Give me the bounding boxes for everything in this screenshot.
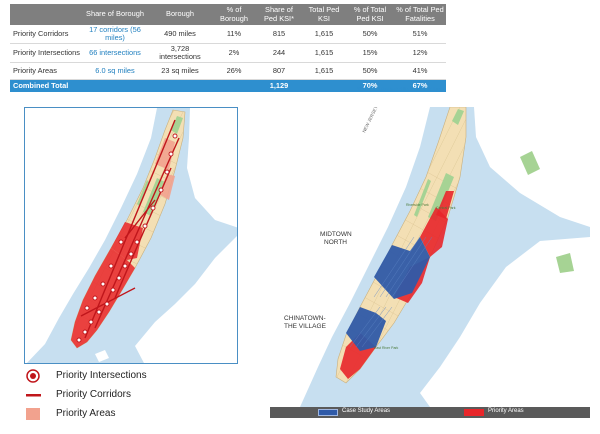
share-cell[interactable]: 6.0 sq miles (82, 62, 148, 80)
pct-fatal-cell: 41% (394, 62, 446, 80)
header-share-of-borough: Share of Borough (82, 4, 148, 25)
table-row: Priority Corridors 17 corridors (56 mile… (10, 25, 446, 44)
queens-park (556, 253, 574, 273)
village-label: THE VILLAGE (284, 323, 327, 330)
total-pct-fatal: 67% (394, 79, 446, 92)
borough-cell: 23 sq miles (148, 62, 212, 80)
row-label: Priority Corridors (10, 25, 82, 44)
header-pct-borough: % of Borough (212, 4, 256, 25)
share-cell[interactable]: 66 intersections (82, 43, 148, 63)
bronx-land (187, 108, 237, 228)
header-share-ped-ksi: Share of Ped KSI* (256, 4, 302, 25)
priority-legend-label: Priority Areas (488, 408, 524, 414)
north-park (171, 116, 183, 134)
pct-ksi-cell: 50% (346, 62, 394, 80)
priority-corridors (80, 119, 180, 339)
priority-swatch-icon (464, 409, 484, 416)
legend-item-intersections: Priority Intersections (24, 368, 264, 384)
priority-area-east-harlem (159, 174, 175, 200)
bronx-park (520, 151, 540, 175)
total-ksi-cell: 1,615 (302, 25, 346, 44)
borough-cell: 3,728 intersections (148, 43, 212, 63)
queens-land (420, 237, 590, 407)
stats-table: Share of Borough Borough % of Borough Sh… (10, 4, 446, 92)
priority-intersections (76, 133, 178, 343)
total-pct-ksi: 70% (346, 79, 394, 92)
riverside-park (414, 179, 431, 217)
table-row: Priority Intersections 66 intersections … (10, 43, 446, 63)
new-jersey-land (270, 107, 430, 407)
legend-label: Priority Corridors (56, 389, 132, 400)
left-priority-map[interactable] (24, 107, 238, 364)
red-line-icon (24, 387, 44, 403)
total-ksi-cell: 1,615 (302, 43, 346, 63)
header-blank (10, 4, 82, 25)
pct-ksi-cell: 50% (346, 25, 394, 44)
table-row: Priority Areas 6.0 sq miles 23 sq miles … (10, 62, 446, 80)
legend-item-corridors: Priority Corridors (24, 387, 264, 403)
pct-fatal-cell: 12% (394, 43, 446, 63)
midtown-label: MIDTOWN (320, 231, 352, 238)
header-total-ped-ksi: Total Ped KSI (302, 4, 346, 25)
share-ksi-cell: 244 (256, 43, 302, 63)
legend-item-areas: Priority Areas (24, 406, 264, 422)
case-study-legend-label: Case Study Areas (342, 408, 391, 414)
case-study-swatch-icon (318, 409, 338, 416)
pink-square-icon (24, 406, 44, 422)
chinatown-label: CHINATOWN- (284, 315, 326, 322)
total-label: Combined Total (10, 79, 256, 92)
right-case-study-map[interactable]: NEW JERSEY MIDTOWN NORTH CHINATOWN- THE … (270, 107, 590, 418)
pct-ksi-cell: 15% (346, 43, 394, 63)
riverside-park-label: Riverside Park (406, 203, 429, 207)
north-label: NORTH (324, 239, 347, 246)
new-jersey-land (25, 108, 157, 363)
total-blank (302, 79, 346, 92)
share-ksi-cell: 807 (256, 62, 302, 80)
case-study-grid (349, 236, 433, 348)
table-footnote: *Ped KSI: Pedestrians Killed or Severely… (356, 86, 446, 91)
right-map-svg: NEW JERSEY MIDTOWN NORTH CHINATOWN- THE … (270, 107, 590, 407)
pct-borough-cell: 26% (212, 62, 256, 80)
total-row: Combined Total 1,129 70% 67% (10, 79, 446, 92)
priority-area-harlem (155, 138, 175, 170)
riverside-park (137, 180, 149, 206)
left-map-svg (25, 108, 237, 363)
central-park-label: Central Park (436, 206, 456, 210)
header-borough: Borough (148, 4, 212, 25)
row-label: Priority Areas (10, 62, 82, 80)
legend-label: Priority Intersections (56, 370, 147, 381)
inwood-park (452, 109, 464, 125)
header-pct-total-ped-ksi: % of Total Ped KSI (346, 4, 394, 25)
central-park (428, 173, 454, 221)
queens-brooklyn-land (135, 236, 237, 363)
red-circle-icon (24, 368, 44, 384)
case-study-chinatown-village (346, 307, 386, 351)
east-river-park-label: East River Park (374, 346, 399, 350)
governors-island (95, 350, 109, 362)
case-study-midtown-north (374, 237, 430, 299)
right-map-legend: Case Study Areas Priority Areas (270, 407, 590, 418)
row-label: Priority Intersections (10, 43, 82, 63)
table-header-row: Share of Borough Borough % of Borough Sh… (10, 4, 446, 25)
header-pct-total-fatalities: % of Total Ped Fatalities (394, 4, 446, 25)
legend-label: Priority Areas (56, 408, 116, 419)
share-ksi-cell: 815 (256, 25, 302, 44)
pct-borough-cell: 11% (212, 25, 256, 44)
share-cell[interactable]: 17 corridors (56 miles) (82, 25, 148, 44)
total-ksi-cell: 1,615 (302, 62, 346, 80)
total-share-ksi: 1,129 (256, 79, 302, 92)
borough-cell: 490 miles (148, 25, 212, 44)
pct-borough-cell: 2% (212, 43, 256, 63)
pct-fatal-cell: 51% (394, 25, 446, 44)
